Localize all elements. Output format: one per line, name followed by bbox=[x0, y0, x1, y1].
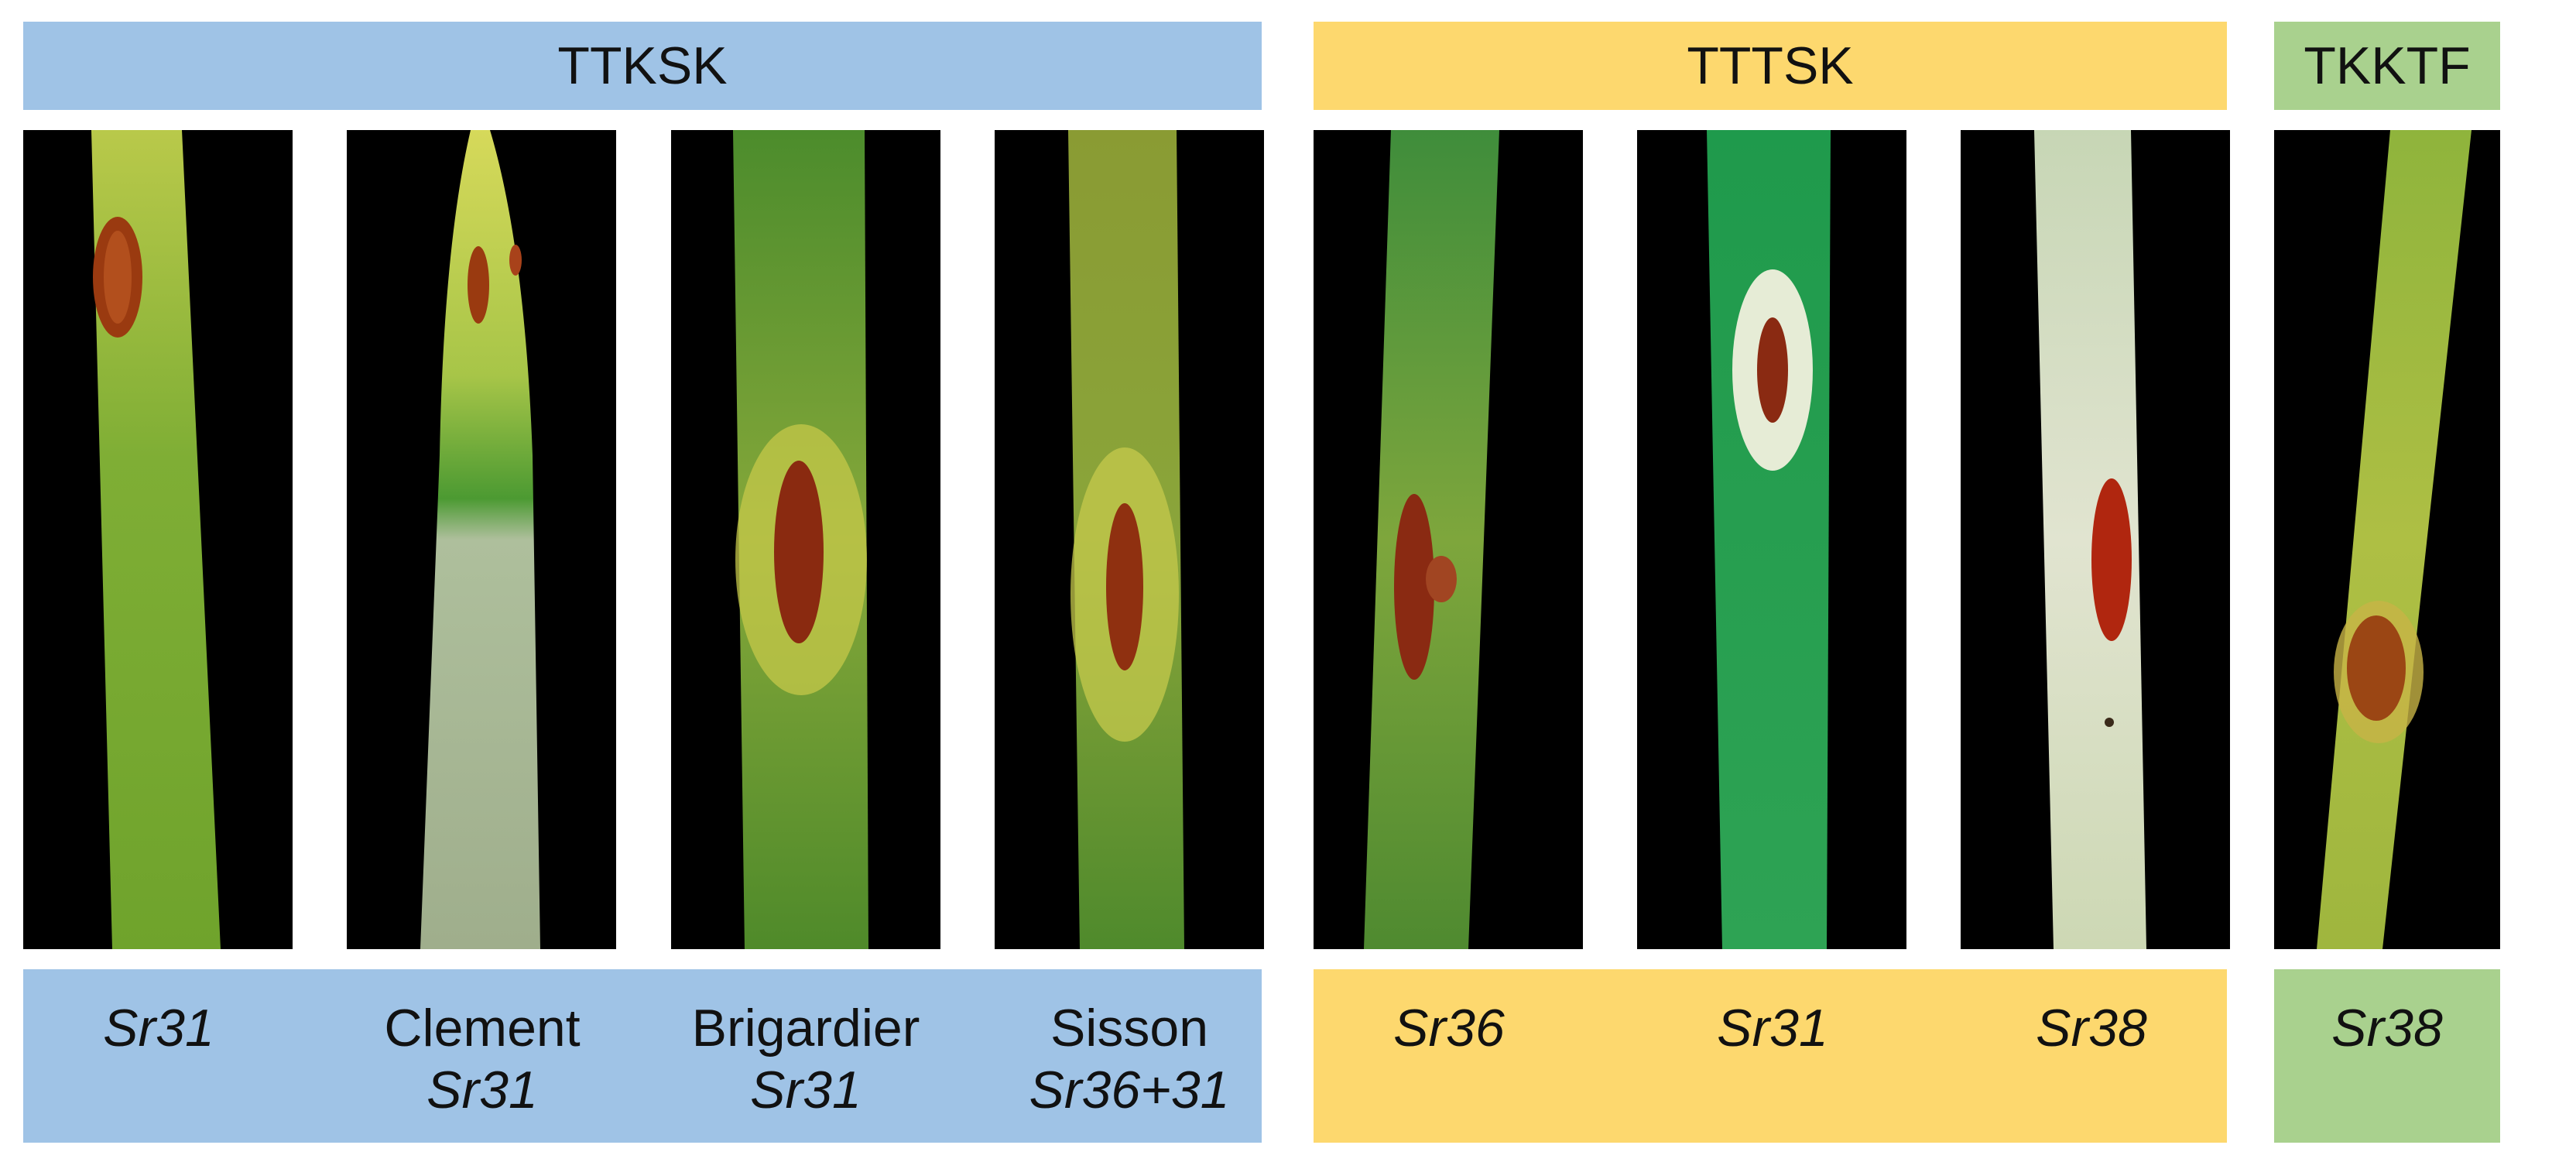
panel-label: Brigardier Sr31 bbox=[670, 997, 941, 1121]
leaf-photo bbox=[671, 130, 940, 949]
gene-name: Sr38 bbox=[2331, 999, 2443, 1058]
panel-label: Sr36 bbox=[1314, 997, 1584, 1059]
leaf-photo bbox=[23, 130, 293, 949]
gene-name: Sr31 bbox=[426, 1061, 538, 1119]
header-tkktf: TKKTF bbox=[2274, 22, 2500, 110]
gene-name: Sr31 bbox=[1717, 999, 1828, 1058]
leaf-photo bbox=[347, 130, 616, 949]
footer-ttksk: Sr31 Clement Sr31 Brigardier Sr31 Sisson… bbox=[23, 969, 1262, 1143]
gene-name: Sr38 bbox=[2036, 999, 2147, 1058]
leaf-photo bbox=[1314, 130, 1583, 949]
header-ttksk: TTKSK bbox=[23, 22, 1262, 110]
gene-name: Sr36+31 bbox=[1029, 1061, 1230, 1119]
panel-label: Sisson Sr36+31 bbox=[994, 997, 1265, 1121]
header-label: TKKTF bbox=[2304, 36, 2471, 95]
line-name: Brigardier bbox=[691, 999, 920, 1058]
footer-tttsk: Sr36 Sr31 Sr38 bbox=[1314, 969, 2227, 1143]
panel-label: Sr38 bbox=[2274, 997, 2500, 1059]
header-label: TTKSK bbox=[557, 36, 728, 95]
gene-name: Sr31 bbox=[750, 1061, 862, 1119]
line-name: Clement bbox=[384, 999, 581, 1058]
panel-label: Sr31 bbox=[23, 997, 294, 1059]
leaf-photo bbox=[2274, 130, 2500, 949]
panel-label: Clement Sr31 bbox=[347, 997, 618, 1121]
leaf-photo bbox=[1637, 130, 1906, 949]
panel-label: Sr31 bbox=[1637, 997, 1908, 1059]
panel-label: Sr38 bbox=[1956, 997, 2227, 1059]
line-name: Sisson bbox=[1050, 999, 1209, 1058]
footer-tkktf: Sr38 bbox=[2274, 969, 2500, 1143]
gene-name: Sr31 bbox=[103, 999, 214, 1058]
header-label: TTTSK bbox=[1687, 36, 1854, 95]
gene-name: Sr36 bbox=[1393, 999, 1505, 1058]
header-tttsk: TTTSK bbox=[1314, 22, 2227, 110]
leaf-photo bbox=[1961, 130, 2230, 949]
leaf-photo bbox=[995, 130, 1264, 949]
